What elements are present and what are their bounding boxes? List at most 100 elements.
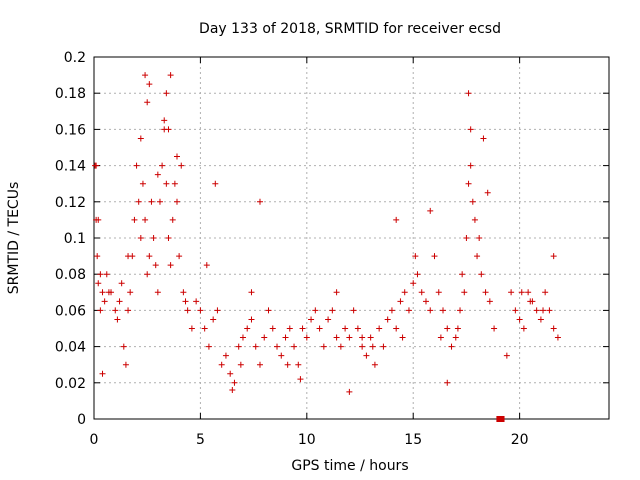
data-points — [92, 72, 561, 422]
data-point — [520, 325, 527, 332]
data-point — [454, 325, 461, 332]
data-point — [112, 307, 119, 314]
data-point — [125, 307, 132, 314]
y-tick-label: 0.1 — [64, 231, 86, 247]
data-point — [146, 253, 153, 260]
data-point — [537, 316, 544, 323]
data-point — [554, 334, 561, 341]
y-tick-label: 0.2 — [64, 50, 86, 66]
data-point — [176, 253, 183, 260]
data-point — [516, 316, 523, 323]
chart-title: Day 133 of 2018, SRMTID for receiver ecs… — [199, 21, 501, 37]
data-point — [148, 198, 155, 205]
data-point — [363, 352, 370, 359]
data-point — [291, 343, 298, 350]
data-point — [465, 180, 472, 187]
data-point — [333, 334, 340, 341]
data-point — [469, 198, 476, 205]
data-point — [203, 262, 210, 269]
data-point — [212, 180, 219, 187]
data-point — [540, 307, 547, 314]
data-point — [94, 253, 101, 260]
x-tick-label: 10 — [298, 432, 316, 448]
data-point — [480, 135, 487, 142]
data-point — [256, 361, 263, 368]
data-point — [178, 162, 185, 169]
y-tick-label: 0.12 — [55, 195, 86, 211]
data-point — [384, 316, 391, 323]
data-point — [231, 379, 238, 386]
data-point — [533, 307, 540, 314]
data-point — [165, 126, 172, 133]
data-point — [278, 352, 285, 359]
data-point — [444, 379, 451, 386]
data-point — [465, 90, 472, 97]
y-tick-label: 0.02 — [55, 376, 86, 392]
data-point — [265, 307, 272, 314]
data-point — [484, 189, 491, 196]
data-point — [144, 99, 151, 106]
data-point — [210, 316, 217, 323]
data-point — [342, 325, 349, 332]
data-point — [244, 325, 251, 332]
axis-ticks: 0 0.02 0.04 0.06 0.08 0.1 0.12 0.14 0.16 0.18 0.2 0… — [55, 50, 609, 448]
data-point — [452, 334, 459, 341]
data-point — [435, 289, 442, 296]
data-point — [133, 162, 140, 169]
x-tick-label: 15 — [404, 432, 422, 448]
data-point — [457, 307, 464, 314]
data-point — [214, 307, 221, 314]
data-point — [359, 343, 366, 350]
y-tick-label: 0.08 — [55, 267, 86, 283]
data-point — [312, 307, 319, 314]
data-point — [471, 216, 478, 223]
data-point — [376, 325, 383, 332]
data-point — [235, 343, 242, 350]
data-point — [440, 307, 447, 314]
data-point — [188, 325, 195, 332]
data-point — [316, 325, 323, 332]
data-point — [274, 343, 281, 350]
data-point — [282, 334, 289, 341]
data-point — [467, 126, 474, 133]
data-point — [459, 271, 466, 278]
data-point — [508, 289, 515, 296]
data-point — [476, 235, 483, 241]
data-point — [93, 162, 100, 169]
y-tick-label: 0.18 — [55, 86, 86, 102]
data-point — [418, 289, 425, 296]
data-point — [346, 334, 353, 341]
data-point — [156, 198, 163, 205]
data-point — [163, 180, 170, 187]
data-point — [142, 216, 149, 223]
data-point — [167, 262, 174, 269]
data-point — [222, 352, 229, 359]
data-point — [478, 271, 485, 278]
data-point — [297, 376, 304, 383]
data-point — [295, 361, 302, 368]
data-point — [99, 289, 106, 296]
data-point — [397, 298, 404, 305]
data-point — [171, 180, 178, 187]
data-point — [95, 216, 102, 223]
data-point — [337, 343, 344, 350]
data-point — [527, 298, 534, 305]
x-tick-label: 20 — [511, 432, 529, 448]
data-point — [350, 307, 357, 314]
data-point — [154, 171, 161, 178]
data-point — [184, 307, 191, 314]
data-point — [542, 289, 549, 296]
data-point — [135, 198, 142, 205]
data-point — [431, 253, 438, 260]
data-point — [546, 307, 553, 314]
data-point — [286, 325, 293, 332]
data-point — [369, 343, 376, 350]
data-point — [354, 325, 361, 332]
data-point — [99, 370, 106, 377]
data-point — [248, 289, 255, 296]
data-point — [163, 90, 170, 97]
data-point — [154, 289, 161, 296]
data-point — [131, 216, 138, 223]
data-point — [333, 289, 340, 296]
